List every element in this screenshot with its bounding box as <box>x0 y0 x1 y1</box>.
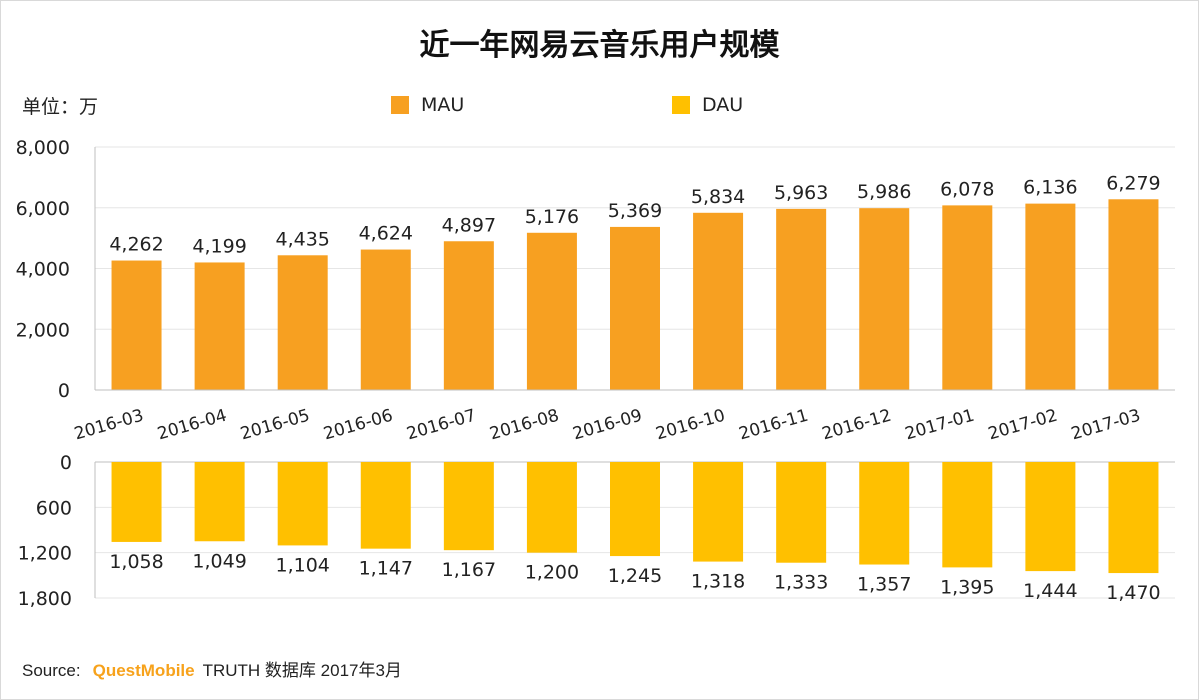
category-label: 2016-06 <box>321 406 395 445</box>
mau-bar <box>610 226 660 390</box>
mau-bar <box>443 241 494 390</box>
dau-value-label: 1,444 <box>1023 580 1077 602</box>
category-label: 2017-02 <box>986 406 1060 445</box>
mau-bar <box>111 260 162 390</box>
mau-value-label: 4,262 <box>109 234 163 256</box>
dau-bar <box>443 462 494 551</box>
mau-value-label: 4,199 <box>192 235 246 257</box>
dau-value-label: 1,357 <box>857 574 911 596</box>
mau-ytick-label: 2,000 <box>16 319 70 341</box>
mau-ytick-label: 8,000 <box>16 137 70 159</box>
category-label: 2016-04 <box>155 406 229 445</box>
dau-bar <box>526 462 577 553</box>
mau-bar <box>1108 199 1159 390</box>
dau-bar <box>942 462 993 568</box>
mau-bar <box>526 232 577 390</box>
mau-bar <box>277 255 328 390</box>
dau-value-label: 1,245 <box>608 565 662 587</box>
source-rest: TRUTH 数据库 2017年3月 <box>202 661 402 680</box>
mau-value-label: 5,369 <box>608 200 662 222</box>
mau-ytick-label: 6,000 <box>16 198 70 220</box>
dau-bar <box>111 462 162 542</box>
dau-bar <box>776 462 827 563</box>
category-label: 2016-03 <box>72 406 146 445</box>
mau-value-label: 5,986 <box>857 181 911 203</box>
category-label: 2016-05 <box>238 406 312 445</box>
mau-bar <box>859 208 910 390</box>
dau-value-label: 1,104 <box>275 554 329 576</box>
dau-bar <box>1025 462 1076 572</box>
dau-ytick-label: 1,800 <box>18 588 72 610</box>
mau-bar <box>776 208 827 390</box>
legend-label-dau: DAU <box>702 94 744 116</box>
unit-label: 单位：万 <box>22 96 99 118</box>
category-label: 2016-11 <box>737 406 811 445</box>
dau-value-label: 1,395 <box>940 576 994 598</box>
source-prefix: Source: <box>22 661 81 680</box>
dau-ytick-label: 1,200 <box>18 543 72 565</box>
mau-bar <box>1025 203 1076 390</box>
mau-ytick-label: 4,000 <box>16 259 70 281</box>
mau-bar <box>194 262 245 390</box>
category-label: 2016-07 <box>404 406 478 445</box>
legend-label-mau: MAU <box>421 94 465 116</box>
dau-bar <box>194 462 245 542</box>
mau-value-label: 6,078 <box>940 178 994 200</box>
source-note: Source: QuestMobile TRUTH 数据库 2017年3月 <box>22 656 402 681</box>
mau-value-label: 4,435 <box>275 228 329 250</box>
dau-value-label: 1,200 <box>525 562 579 584</box>
dau-bar <box>1108 462 1159 574</box>
mau-bar <box>693 212 744 390</box>
mau-bar <box>360 249 411 390</box>
category-label: 2017-03 <box>1069 406 1143 445</box>
dau-bar <box>693 462 744 562</box>
chart-title: 近一年网易云音乐用户规模 <box>419 28 780 63</box>
dau-bar <box>610 462 660 557</box>
mau-value-label: 5,963 <box>774 182 828 204</box>
category-label: 2016-10 <box>654 406 728 445</box>
dau-value-label: 1,333 <box>774 572 828 594</box>
category-label: 2017-01 <box>903 406 977 445</box>
source-brand: QuestMobile <box>92 661 195 680</box>
mau-value-label: 4,624 <box>359 223 413 245</box>
dau-value-label: 1,470 <box>1106 582 1160 604</box>
dau-value-label: 1,147 <box>359 558 413 580</box>
dau-value-label: 1,318 <box>691 571 745 593</box>
legend-item-dau: DAU <box>672 94 743 116</box>
category-label: 2016-08 <box>488 406 562 445</box>
legend-item-mau: MAU <box>391 94 464 116</box>
dau-bar <box>859 462 910 565</box>
dau-ytick-label: 600 <box>36 497 72 519</box>
mau-bar <box>942 205 993 390</box>
legend-swatch-dau <box>672 96 690 114</box>
dau-value-label: 1,167 <box>442 559 496 581</box>
mau-value-label: 6,279 <box>1106 172 1160 194</box>
dau-bar <box>360 462 411 549</box>
dau-value-label: 1,049 <box>192 550 246 572</box>
mau-value-label: 6,136 <box>1023 177 1077 199</box>
category-label: 2016-12 <box>820 406 894 445</box>
dau-bar <box>277 462 328 546</box>
mau-value-label: 5,834 <box>691 186 745 208</box>
dau-ytick-label: 0 <box>60 452 72 474</box>
legend-swatch-mau <box>391 96 409 114</box>
dau-value-label: 1,058 <box>109 551 163 573</box>
category-label: 2016-09 <box>571 406 645 445</box>
mau-value-label: 5,176 <box>525 206 579 228</box>
mau-ytick-label: 0 <box>58 380 70 402</box>
mau-value-label: 4,897 <box>442 214 496 236</box>
